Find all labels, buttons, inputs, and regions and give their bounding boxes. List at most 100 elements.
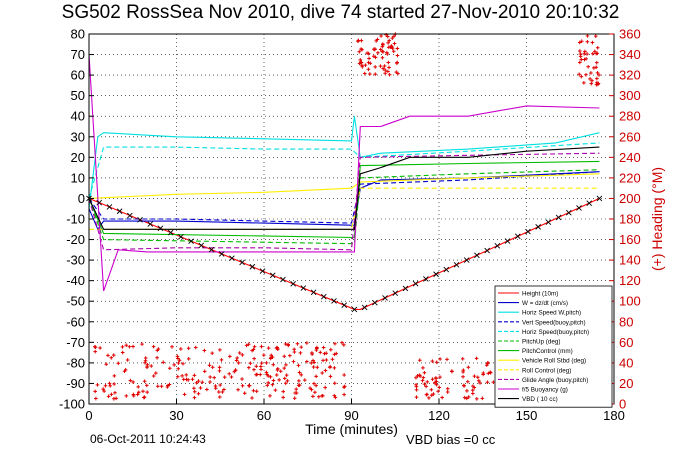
heading-point: [95, 383, 100, 387]
heading-point: [131, 380, 135, 384]
heading-point: [381, 49, 385, 54]
heading-point: [94, 396, 98, 401]
heading-point: [578, 52, 583, 56]
heading-point: [466, 365, 471, 370]
heading-point: [366, 51, 371, 56]
height-marker: [127, 212, 133, 219]
heading-point: [386, 41, 390, 45]
heading-point: [585, 52, 589, 56]
heading-point: [342, 392, 346, 397]
heading-point: [381, 42, 385, 46]
right-y-tick-label: 20: [619, 376, 633, 391]
heading-point: [372, 47, 376, 52]
heading-point: [465, 389, 469, 393]
heading-point: [93, 389, 97, 394]
heading-point: [186, 357, 191, 361]
heading-point: [390, 46, 395, 51]
heading-point: [180, 374, 184, 378]
heading-point: [470, 388, 475, 392]
heading-point: [320, 394, 324, 398]
series-line-7: [88, 173, 600, 199]
heading-point: [332, 352, 337, 357]
heading-point: [122, 369, 127, 374]
heading-point: [415, 374, 420, 378]
heading-point: [142, 395, 146, 400]
heading-point: [240, 353, 245, 357]
heading-point: [389, 44, 394, 48]
heading-point: [421, 366, 425, 370]
heading-point: [217, 369, 222, 373]
heading-point: [387, 65, 391, 70]
heading-point: [246, 342, 251, 347]
heading-point: [177, 358, 182, 363]
y-tick-label: -40: [66, 273, 85, 288]
heading-point: [292, 396, 297, 401]
heading-point: [595, 71, 600, 75]
height-marker: [555, 214, 562, 221]
heading-point: [103, 383, 108, 388]
heading-point: [374, 39, 379, 43]
heading-point: [332, 381, 337, 386]
heading-point: [151, 374, 156, 378]
y-tick-label: 0: [78, 191, 85, 206]
heading-point: [193, 345, 198, 350]
height-marker: [484, 247, 490, 254]
series-line-11: [88, 146, 600, 230]
heading-point: [323, 368, 328, 373]
height-marker: [565, 209, 572, 216]
heading-point: [283, 381, 288, 386]
legend-box: [494, 285, 613, 408]
height-marker: [351, 306, 358, 313]
heading-point: [254, 364, 259, 369]
heading-point: [145, 365, 149, 369]
right-y-tick-label: 80: [619, 314, 633, 329]
heading-point: [176, 361, 181, 365]
heading-point: [312, 381, 316, 386]
x-tick-label: 150: [516, 408, 538, 423]
heading-point: [271, 378, 276, 383]
heading-point: [248, 361, 253, 366]
heading-point: [142, 379, 147, 384]
height-marker: [116, 208, 123, 215]
heading-point: [192, 373, 197, 378]
height-marker: [137, 216, 143, 223]
heading-point: [264, 361, 269, 365]
heading-point: [471, 391, 475, 396]
heading-point: [363, 63, 368, 67]
heading-point: [227, 372, 232, 376]
y-tick-label: -20: [66, 232, 85, 247]
right-y-tick-label: 340: [619, 47, 641, 62]
heading-point: [113, 390, 117, 395]
heading-point: [588, 77, 592, 81]
series-line-5: [88, 169, 600, 245]
heading-point: [252, 356, 256, 361]
heading-point: [593, 34, 598, 38]
heading-point: [305, 341, 309, 345]
height-marker: [290, 281, 296, 287]
x-tick-label: 0: [85, 408, 92, 423]
heading-point: [294, 391, 299, 395]
heading-point: [422, 370, 427, 375]
heading-point: [322, 351, 327, 356]
height-marker: [453, 261, 460, 268]
heading-point: [373, 65, 377, 69]
heading-point: [332, 393, 337, 398]
heading-point: [217, 395, 222, 399]
footer-vbd-bias: VBD bias =0 cc: [406, 432, 496, 447]
heading-point: [281, 389, 286, 394]
heading-point: [440, 395, 444, 400]
y-tick-label: 70: [71, 47, 85, 62]
heading-point: [140, 342, 144, 346]
heading-point: [481, 372, 485, 377]
heading-point: [149, 364, 154, 368]
heading-point: [579, 74, 584, 79]
heading-point: [202, 348, 207, 353]
height-marker: [259, 268, 266, 274]
heading-point: [208, 375, 212, 379]
heading-point: [236, 387, 240, 392]
heading-point: [585, 34, 590, 38]
heading-point: [491, 380, 496, 384]
heading-point: [143, 358, 148, 363]
y-tick-label: 80: [71, 27, 85, 42]
